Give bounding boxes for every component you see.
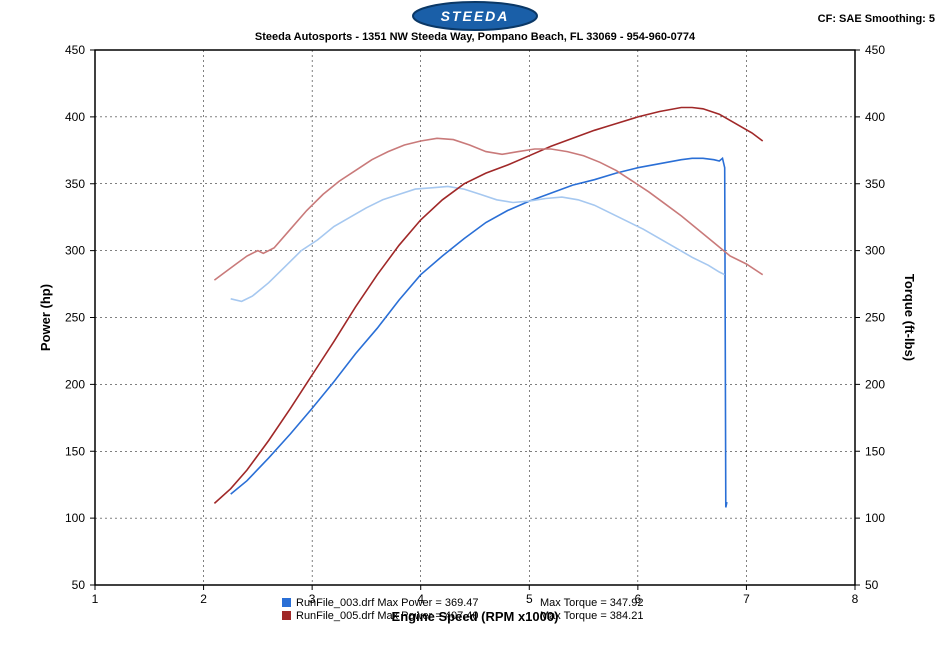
y-right-axis-title: Torque (ft-lbs) bbox=[902, 274, 917, 361]
series-pwr005 bbox=[214, 108, 762, 504]
x-tick: 1 bbox=[92, 592, 99, 606]
y-right-tick: 400 bbox=[865, 110, 885, 124]
x-tick: 2 bbox=[200, 592, 207, 606]
dyno-chart: STEEDA Steeda Autosports - 1351 NW Steeda… bbox=[0, 0, 950, 650]
legend-torque: Max Torque = 384.21 bbox=[540, 610, 643, 622]
legend-label: RunFile_005.drf Max Power = 407.40 bbox=[296, 610, 479, 622]
y-left-tick: 400 bbox=[65, 110, 85, 124]
y-right-tick: 150 bbox=[865, 444, 885, 458]
x-tick: 5 bbox=[526, 592, 533, 606]
y-left-tick: 250 bbox=[65, 311, 85, 325]
y-left-tick: 150 bbox=[65, 444, 85, 458]
y-right-tick: 250 bbox=[865, 311, 885, 325]
chart-subtitle: Steeda Autosports - 1351 NW Steeda Way, … bbox=[255, 31, 696, 43]
y-left-tick: 450 bbox=[65, 43, 85, 57]
y-left-axis-title: Power (hp) bbox=[38, 284, 53, 351]
series-group bbox=[214, 108, 762, 508]
series-pwr003 bbox=[231, 158, 727, 507]
y-left-tick: 300 bbox=[65, 244, 85, 258]
y-right-tick: 300 bbox=[865, 244, 885, 258]
x-tick: 7 bbox=[743, 592, 750, 606]
legend-label: RunFile_003.drf Max Power = 369.47 bbox=[296, 597, 479, 609]
y-left-tick: 100 bbox=[65, 511, 85, 525]
y-left-tick: 200 bbox=[65, 377, 85, 391]
legend-torque: Max Torque = 347.92 bbox=[540, 597, 643, 609]
legend-marker bbox=[282, 611, 291, 620]
y-right-tick: 200 bbox=[865, 377, 885, 391]
steeda-logo: STEEDA bbox=[413, 2, 537, 30]
logo-text: STEEDA bbox=[441, 8, 510, 24]
y-right-tick: 50 bbox=[865, 578, 879, 592]
series-trq003 bbox=[231, 186, 725, 301]
legend-marker bbox=[282, 598, 291, 607]
correction-factor: CF: SAE Smoothing: 5 bbox=[818, 13, 935, 25]
x-tick: 8 bbox=[852, 592, 859, 606]
y-left-tick: 50 bbox=[72, 578, 86, 592]
y-left-tick: 350 bbox=[65, 177, 85, 191]
legend: RunFile_003.drf Max Power = 369.47 Max To… bbox=[282, 597, 643, 622]
gridlines: 50 50 100 100 150 150 200 200 250 250 300 300 350 350… bbox=[65, 43, 885, 606]
y-right-tick: 100 bbox=[865, 511, 885, 525]
y-right-tick: 350 bbox=[865, 177, 885, 191]
y-right-tick: 450 bbox=[865, 43, 885, 57]
